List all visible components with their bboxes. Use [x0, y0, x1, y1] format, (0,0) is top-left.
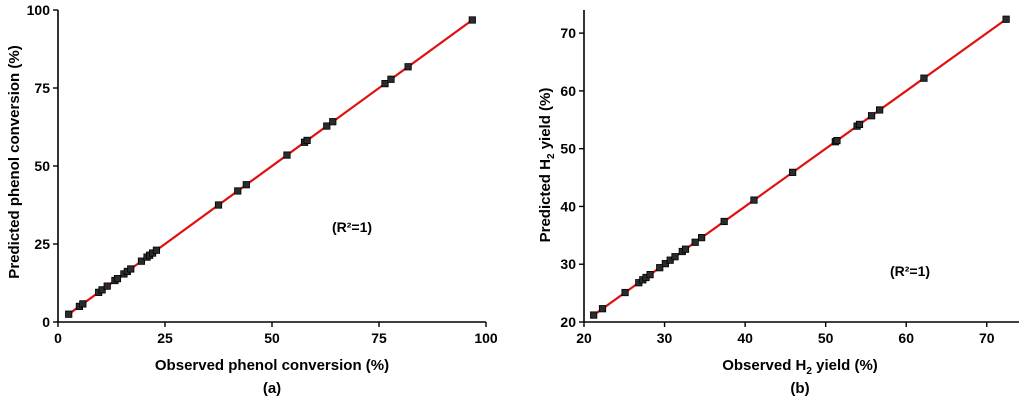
axes-b — [583, 10, 1019, 323]
x-axis-title-b-subscript: 2 — [806, 366, 812, 377]
x-tick-label-b: 20 — [576, 330, 592, 346]
y-tick-label-b: 30 — [560, 256, 576, 272]
data-point-a — [65, 310, 73, 318]
data-point-a — [234, 187, 242, 195]
data-point-b — [920, 74, 928, 82]
data-points-a — [65, 16, 476, 318]
data-point-a — [127, 265, 135, 273]
y-tick-label-a: 50 — [34, 158, 50, 174]
chart-panel-a: 0 25 50 75 100 0 25 50 75 100 Observed phenol con… — [6, 2, 498, 397]
data-point-a — [98, 286, 106, 294]
ticks-a: 0 25 50 75 100 0 25 50 75 100 — [27, 2, 498, 346]
y-tick-label-b: 60 — [560, 83, 576, 99]
data-point-b — [789, 168, 797, 176]
x-tick-label-b: 40 — [737, 330, 753, 346]
data-point-b — [750, 196, 758, 204]
data-points-b — [590, 15, 1010, 319]
data-point-b — [1002, 15, 1010, 23]
r-squared-annotation-a: (R²=1) — [332, 219, 372, 235]
data-point-b — [681, 245, 690, 253]
x-axis-title-b-part2: yield (%) — [812, 357, 878, 374]
r-squared-annotation-b: (R²=1) — [890, 263, 930, 279]
fit-line-layer-b — [593, 18, 1007, 316]
data-point-b — [590, 311, 598, 319]
data-point-a — [468, 16, 476, 24]
y-tick-label-a: 75 — [34, 80, 50, 96]
x-tick-label-a: 0 — [54, 330, 62, 346]
y-axis-title-a: Predicted phenol conversion (%) — [6, 45, 23, 278]
x-tick-label-a: 50 — [264, 330, 280, 346]
data-point-b — [720, 217, 728, 226]
y-tick-label-a: 100 — [27, 2, 51, 18]
data-point-a — [103, 282, 111, 290]
data-point-b — [691, 238, 699, 246]
data-point-a — [404, 63, 412, 71]
x-tick-label-a: 25 — [157, 330, 173, 346]
y-tick-label-b: 40 — [560, 198, 576, 214]
x-axis-title-a: Observed phenol conversion (%) — [155, 357, 389, 374]
data-point-a — [214, 201, 223, 209]
data-point-a — [329, 118, 337, 126]
data-point-a — [283, 151, 291, 159]
axes-a — [57, 10, 486, 323]
y-tick-label-a: 25 — [34, 236, 50, 252]
data-point-a — [381, 80, 389, 88]
x-axis-title-b: Observed H2 yield (%) — [722, 357, 878, 377]
data-point-a — [242, 181, 250, 189]
y-axis-title-b-part2: yield (%) — [537, 88, 554, 154]
y-tick-label-b: 70 — [560, 25, 576, 41]
y-axis-title-b: Predicted H2 yield (%) — [537, 88, 557, 243]
data-point-b — [646, 271, 654, 279]
data-point-b — [855, 120, 864, 128]
x-tick-label-b: 60 — [898, 330, 914, 346]
ticks-b: 20 30 40 50 60 70 20 30 40 50 60 70 — [560, 25, 994, 346]
x-tick-label-b: 70 — [979, 330, 995, 346]
x-axis-title-b-part1: Observed H — [722, 357, 806, 374]
y-axis-title-b-subscript: 2 — [546, 153, 557, 159]
data-point-a — [79, 300, 87, 308]
data-point-b — [621, 288, 629, 297]
x-tick-label-a: 100 — [474, 330, 498, 346]
data-point-a — [137, 257, 146, 265]
fit-line-b — [593, 18, 1007, 316]
data-point-a — [323, 122, 331, 130]
data-point-a — [113, 275, 122, 283]
data-point-a — [387, 75, 395, 83]
data-point-b — [598, 305, 607, 313]
data-point-a — [303, 136, 311, 145]
y-tick-label-b: 50 — [560, 141, 576, 157]
data-point-b — [867, 112, 876, 120]
y-axis-title-b-part1: Predicted H — [537, 159, 554, 242]
x-tick-label-b: 50 — [818, 330, 834, 346]
x-tick-label-a: 75 — [371, 330, 387, 346]
data-point-b — [876, 106, 884, 114]
data-point-b — [833, 136, 841, 145]
data-point-a — [152, 246, 161, 254]
data-point-b — [671, 253, 679, 261]
data-point-b — [698, 234, 706, 242]
panel-label-b: (b) — [790, 380, 809, 397]
panel-label-a: (a) — [263, 380, 281, 397]
y-tick-label-a: 0 — [42, 314, 50, 330]
x-tick-label-b: 30 — [657, 330, 673, 346]
y-tick-label-b: 20 — [560, 314, 576, 330]
data-point-b — [656, 264, 664, 272]
